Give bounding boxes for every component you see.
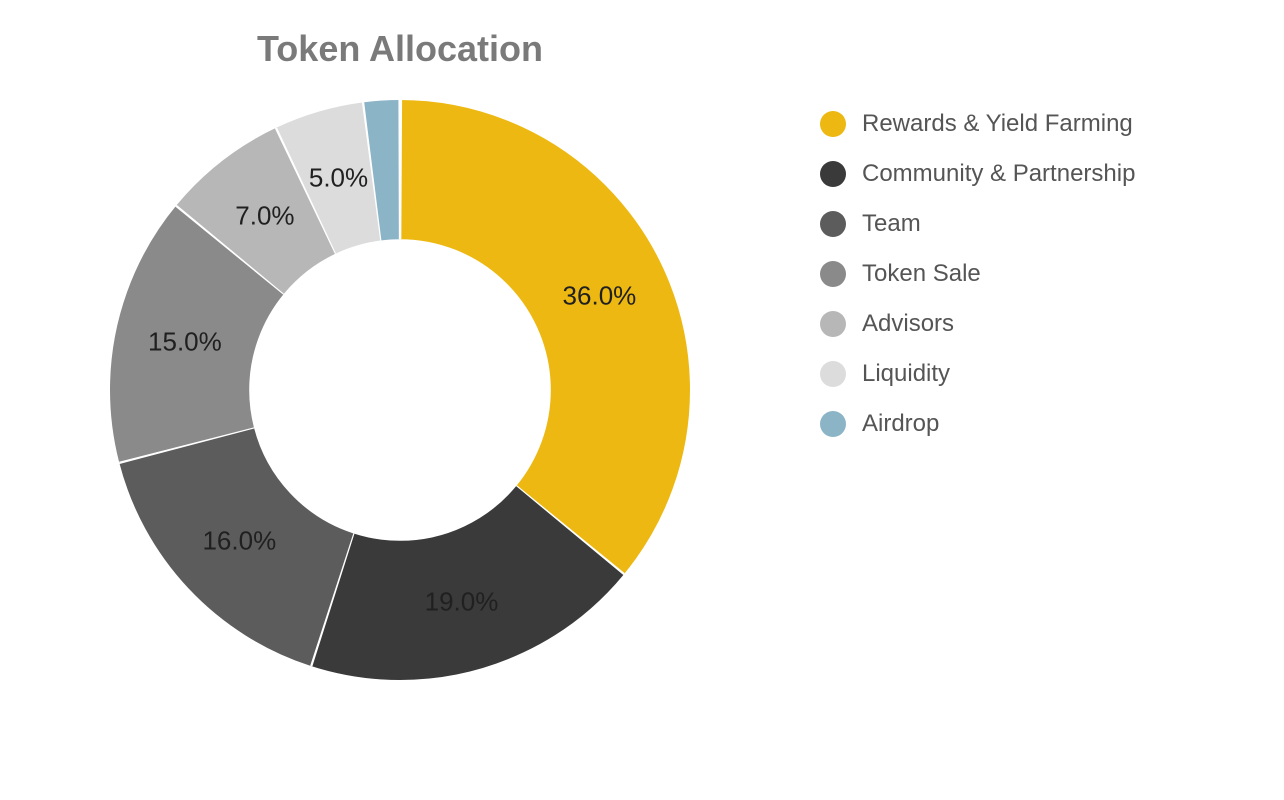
slice-label-4: 7.0% xyxy=(235,200,294,231)
legend-label-1: Community & Partnership xyxy=(862,160,1135,188)
legend-swatch-1 xyxy=(820,161,846,187)
legend-label-6: Airdrop xyxy=(862,410,939,438)
legend-label-0: Rewards & Yield Farming xyxy=(862,110,1133,138)
legend-swatch-5 xyxy=(820,361,846,387)
legend-label-4: Advisors xyxy=(862,310,954,338)
legend-item-6: Airdrop xyxy=(820,410,1135,438)
legend-swatch-4 xyxy=(820,311,846,337)
slice-label-0: 36.0% xyxy=(563,281,637,312)
slice-label-1: 19.0% xyxy=(425,586,499,617)
legend-swatch-3 xyxy=(820,261,846,287)
legend-item-3: Token Sale xyxy=(820,260,1135,288)
legend-item-2: Team xyxy=(820,210,1135,238)
legend-swatch-0 xyxy=(820,111,846,137)
legend-swatch-2 xyxy=(820,211,846,237)
legend-label-2: Team xyxy=(862,210,921,238)
donut-svg xyxy=(110,100,690,680)
legend-item-4: Advisors xyxy=(820,310,1135,338)
legend-label-5: Liquidity xyxy=(862,360,950,388)
donut-wrap: 36.0% 19.0% 16.0% 15.0% 7.0% 5.0% xyxy=(110,100,690,680)
legend-item-5: Liquidity xyxy=(820,360,1135,388)
legend-item-1: Community & Partnership xyxy=(820,160,1135,188)
slice-label-3: 15.0% xyxy=(148,326,222,357)
legend-swatch-6 xyxy=(820,411,846,437)
legend-label-3: Token Sale xyxy=(862,260,981,288)
slice-label-5: 5.0% xyxy=(309,163,368,194)
slice-label-2: 16.0% xyxy=(202,525,276,556)
chart-title: Token Allocation xyxy=(0,28,800,70)
legend-item-0: Rewards & Yield Farming xyxy=(820,110,1135,138)
donut-chart-container: Token Allocation 36.0% 19.0% 16.0% 15.0% 7.0… xyxy=(0,0,1284,800)
legend: Rewards & Yield Farming Community & Partn… xyxy=(820,110,1135,438)
